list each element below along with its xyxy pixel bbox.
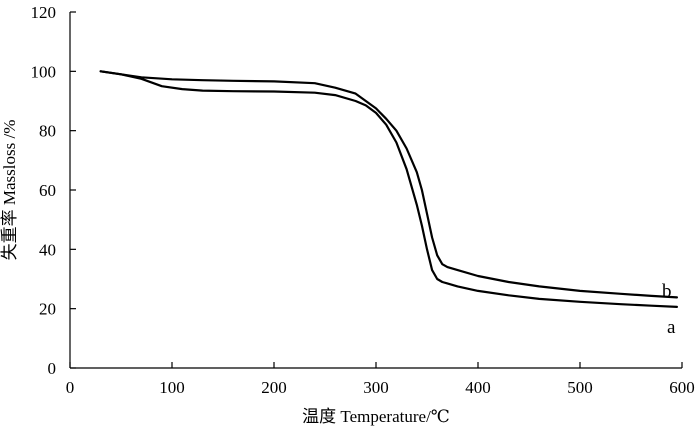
x-tick-label: 300 (363, 378, 389, 397)
y-tick-label: 60 (39, 181, 56, 200)
x-ticks: 0 100 200 300 400 500 600 (66, 362, 695, 397)
y-axis-title: 失重率 Massloss /% (0, 120, 19, 261)
x-tick-label: 500 (567, 378, 593, 397)
series-label-a: a (667, 317, 676, 338)
series-line-a (99, 70, 678, 308)
y-tick-label: 120 (31, 3, 57, 22)
x-tick-label: 100 (159, 378, 185, 397)
x-tick-label: 400 (465, 378, 491, 397)
x-tick-label: 600 (669, 378, 695, 397)
x-tick-label: 0 (66, 378, 75, 397)
y-tick-label: 100 (31, 62, 57, 81)
y-tick-label: 80 (39, 122, 56, 141)
y-tick-label: 0 (48, 359, 57, 378)
x-axis-title: 温度 Temperature/℃ (302, 407, 450, 426)
y-tick-label: 20 (39, 300, 56, 319)
y-tick-label: 40 (39, 240, 56, 259)
series-label-b: b (662, 281, 672, 302)
x-tick-label: 200 (261, 378, 287, 397)
series-group (99, 70, 678, 308)
series-line-b (99, 70, 678, 299)
y-ticks: 0 20 40 60 80 100 120 (31, 3, 76, 378)
